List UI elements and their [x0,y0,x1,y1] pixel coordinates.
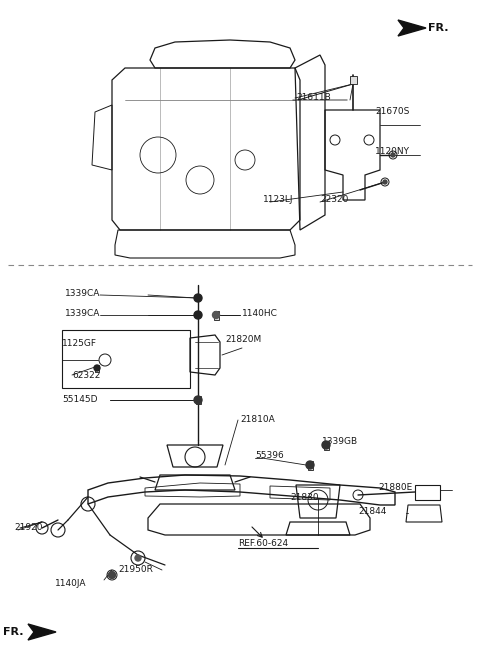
Text: 21810A: 21810A [240,415,275,424]
Circle shape [322,441,330,449]
Circle shape [383,180,387,184]
Text: 1140HC: 1140HC [242,308,278,318]
Text: 21611B: 21611B [296,94,331,102]
Text: 1125GF: 1125GF [62,340,97,348]
Bar [324,440,328,449]
Polygon shape [28,624,56,640]
Text: FR.: FR. [428,23,448,33]
Bar [95,365,99,371]
Text: REF.60-624: REF.60-624 [238,539,288,548]
Text: FR.: FR. [3,627,24,637]
Bar [308,461,312,470]
Bar [214,310,218,319]
Text: 21920: 21920 [14,523,43,533]
Text: 21830: 21830 [290,493,319,501]
Text: 1120NY: 1120NY [375,148,410,157]
Text: 1140JA: 1140JA [55,579,86,588]
Circle shape [135,555,141,561]
Polygon shape [398,20,426,36]
Text: 1123LJ: 1123LJ [263,195,293,205]
Circle shape [94,365,100,371]
Circle shape [391,153,395,157]
Bar [195,396,201,404]
Circle shape [213,312,219,319]
Circle shape [306,461,314,469]
Circle shape [194,294,202,302]
Text: 21820M: 21820M [225,335,261,344]
Text: 21844: 21844 [358,508,386,516]
Text: 1339GB: 1339GB [322,436,358,445]
Bar [62,330,190,388]
Text: 22320: 22320 [320,195,348,205]
Circle shape [194,311,202,319]
Text: 21880E: 21880E [378,483,412,491]
Text: 1339CA: 1339CA [65,289,100,298]
Circle shape [108,571,116,579]
Bar [349,76,357,84]
Circle shape [194,396,202,404]
Text: 21950R: 21950R [118,565,153,575]
Text: 55145D: 55145D [62,396,97,405]
Text: 21670S: 21670S [375,108,409,117]
Text: 1339CA: 1339CA [65,308,100,318]
Text: 55396: 55396 [255,451,284,461]
Text: 62322: 62322 [72,371,100,380]
